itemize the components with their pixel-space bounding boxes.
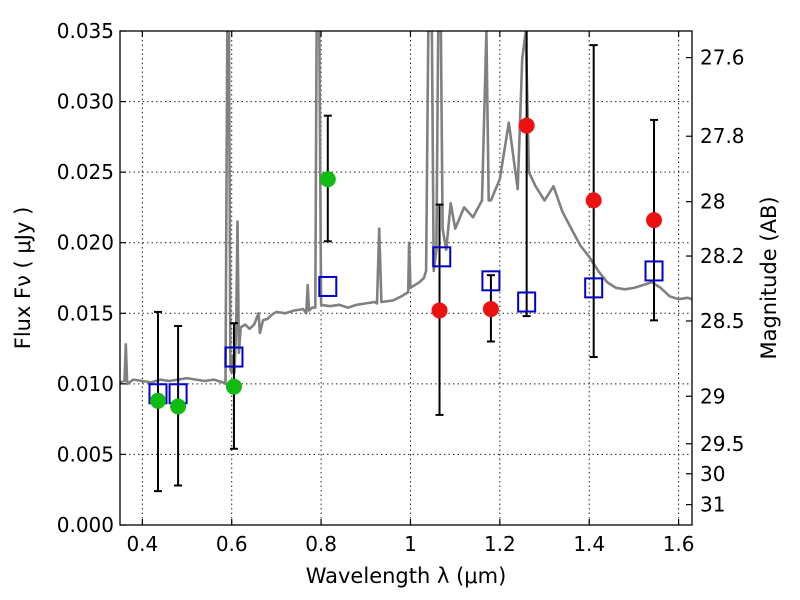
x-tick-label: 0.6 <box>216 532 248 556</box>
data-point <box>646 212 663 229</box>
data-point <box>149 392 166 409</box>
y-tick-label: 0.000 <box>57 513 114 537</box>
data-point <box>170 398 187 415</box>
y-tick-label: 0.010 <box>57 372 114 396</box>
y-tick-label: 0.030 <box>57 90 114 114</box>
model-square-marker <box>644 260 664 282</box>
data-point <box>482 301 499 318</box>
right-tick-label: 29 <box>700 384 725 408</box>
data-point <box>225 378 242 395</box>
y-tick-label: 0.015 <box>57 301 114 325</box>
model-square-marker <box>517 291 537 313</box>
y-tick-label: 0.025 <box>57 160 114 184</box>
model-square-marker <box>224 346 244 368</box>
right-tick-label: 29.5 <box>700 432 745 456</box>
right-tick-label: 28.5 <box>700 309 745 333</box>
y-tick-label: 0.005 <box>57 442 114 466</box>
x-tick-label: 1.2 <box>484 532 516 556</box>
model-square-marker <box>584 277 604 299</box>
spectrum-line <box>120 31 692 386</box>
right-tick-label: 27.6 <box>700 46 745 70</box>
y-tick-label: 0.035 <box>57 19 114 43</box>
y-tick-label: 0.020 <box>57 231 114 255</box>
right-tick-label: 28.2 <box>700 244 745 268</box>
y-axis-label: Flux Fν ( μJy ) <box>11 207 35 350</box>
data-point <box>431 302 448 319</box>
data-point <box>518 117 535 134</box>
right-tick-label: 27.8 <box>700 124 745 148</box>
marker-layer <box>148 117 664 415</box>
grid <box>120 30 692 526</box>
model-square-marker <box>481 270 501 292</box>
ticks <box>120 30 692 526</box>
series-layer <box>120 31 692 386</box>
right-axis-label: Magnitude (AB) <box>757 196 781 359</box>
x-tick-label: 1 <box>404 532 417 556</box>
data-point <box>585 192 602 209</box>
x-axis-label: Wavelength λ (μm) <box>306 564 507 588</box>
x-tick-label: 1.4 <box>573 532 605 556</box>
x-tick-label: 0.8 <box>305 532 337 556</box>
right-tick-label: 30 <box>700 462 725 486</box>
plot-frame <box>119 30 693 526</box>
model-square-marker <box>318 275 338 297</box>
x-tick-label: 1.6 <box>663 532 695 556</box>
right-tick-label: 31 <box>700 493 725 517</box>
model-square-marker <box>432 246 452 268</box>
data-point <box>319 171 336 188</box>
tick-labels: 0.4 0.6 0.8 1 1.2 1.4 1.6 0.000 0.005 0.010 0.015 0… <box>57 19 745 556</box>
right-tick-label: 28 <box>700 190 725 214</box>
x-tick-label: 0.4 <box>126 532 158 556</box>
